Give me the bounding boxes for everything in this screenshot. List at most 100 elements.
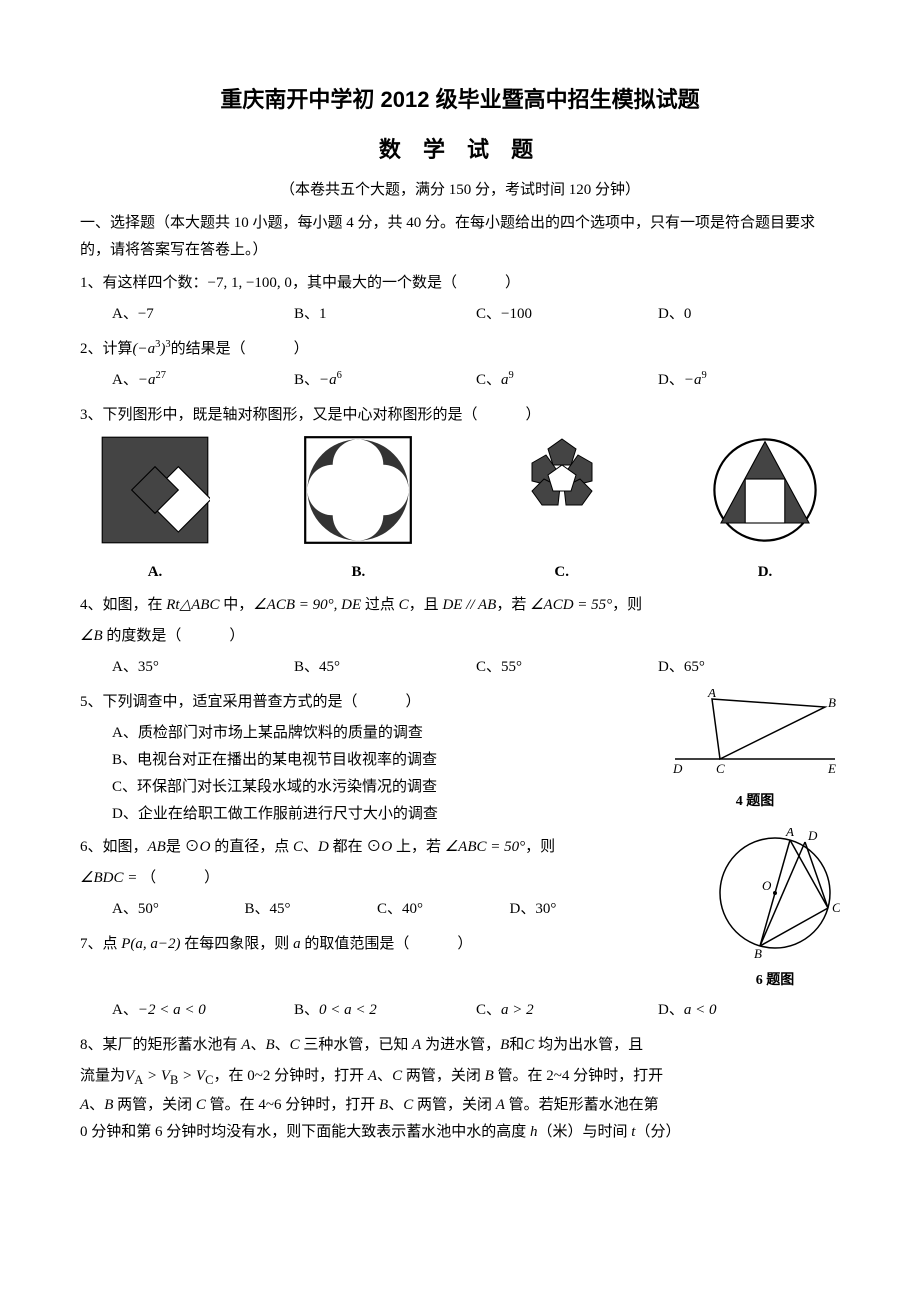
- q8-1c: 、: [250, 1037, 265, 1053]
- q6-e: 的直径，点: [210, 839, 293, 855]
- q2-opt-a: A、−a27: [112, 367, 294, 394]
- q4-opt-d: D、65°: [658, 654, 840, 681]
- q8-3a: A: [80, 1097, 89, 1113]
- q8-3b: 、: [89, 1097, 104, 1113]
- q7-b: P(a, a−2): [121, 936, 180, 952]
- q8-4c: （米）与时间: [538, 1124, 632, 1140]
- q6-d: O: [200, 839, 211, 855]
- q4-a: 4、如图，在: [80, 597, 166, 613]
- svg-text:D: D: [807, 828, 818, 843]
- q3-label-b: B.: [283, 559, 433, 586]
- q8-4e: （分）: [635, 1124, 680, 1140]
- q4-l2b: 的度数是（: [103, 628, 182, 644]
- q6-opt-a: A、50°: [112, 896, 245, 923]
- q7-a: 7、点: [80, 936, 121, 952]
- q1-numbers: −7, 1, −100, 0: [208, 275, 292, 291]
- q3-figures: A. B. C.: [80, 435, 840, 586]
- q4-e: 过点: [361, 597, 399, 613]
- q3-stem: 3、下列图形中，既是轴对称图形，又是中心对称图形的是（: [80, 407, 478, 423]
- q8-1a: 8、某厂的矩形蓄水池有: [80, 1037, 241, 1053]
- q8-2d: A: [368, 1068, 377, 1084]
- q4-opt-a: A、35°: [112, 654, 294, 681]
- q6-options: A、50° B、45° C、40° D、30°: [112, 896, 642, 923]
- q6-g: 、: [303, 839, 318, 855]
- q3-fig-b: B.: [283, 435, 433, 586]
- q3-label-d: D.: [690, 559, 840, 586]
- q7-c: 在每四象限，则: [181, 936, 294, 952]
- q4-h: DE // AB: [442, 597, 496, 613]
- q8-3k: A: [496, 1097, 505, 1113]
- q6-k: 上，若: [392, 839, 445, 855]
- q6-f: C: [293, 839, 303, 855]
- q8-2f: C: [392, 1068, 402, 1084]
- q8-1m: 均为出水管，且: [534, 1037, 643, 1053]
- q2-opt-d: D、−a9: [658, 367, 840, 394]
- q8-3h: 、: [388, 1097, 403, 1113]
- q3-fig-c: C.: [487, 435, 637, 586]
- q3-label-c: C.: [487, 559, 637, 586]
- q1-stem-d: ）: [505, 275, 520, 291]
- q8-1h: A: [412, 1037, 421, 1053]
- q6-figure: A D C B O 6 题图: [710, 828, 840, 993]
- question-2: 2、计算(−a3)3的结果是（）: [80, 336, 840, 363]
- q7-opt-b: B、0 < a < 2: [294, 997, 476, 1024]
- q8-line3: A、B 两管，关闭 C 管。在 4~6 分钟时，打开 B、C 两管，关闭 A 管…: [80, 1092, 840, 1119]
- q8-2c: ，在 0~2 分钟时，打开: [214, 1068, 368, 1084]
- q2-opt-c: C、a9: [476, 367, 658, 394]
- q8-line4: 0 分钟和第 6 分钟时均没有水，则下面能大致表示蓄水池中水的高度 h（米）与时…: [80, 1119, 840, 1146]
- q7-options: A、−2 < a < 0 B、0 < a < 2 C、a > 2 D、a < 0: [112, 997, 840, 1024]
- q6-a: 6、如图，: [80, 839, 148, 855]
- svg-text:C: C: [716, 761, 725, 776]
- q4-d: ∠ACB = 90°, DE: [253, 597, 361, 613]
- q6-l2a: ∠BDC =: [80, 870, 141, 886]
- q1-opt-c: C、−100: [476, 301, 658, 328]
- q8-2g: 两管，关闭: [402, 1068, 485, 1084]
- q8-1f: C: [290, 1037, 300, 1053]
- svg-text:B: B: [754, 946, 762, 958]
- q8-2e: 、: [377, 1068, 392, 1084]
- q6-l: ∠ABC = 50°: [445, 839, 525, 855]
- q1-stem-c: ，其中最大的一个数是（: [292, 275, 457, 291]
- question-8: 8、某厂的矩形蓄水池有 A、B、C 三种水管，已知 A 为进水管，B和C 均为出…: [80, 1032, 840, 1059]
- q2-stem-c: 的结果是（: [171, 341, 246, 357]
- q7-opt-a: A、−2 < a < 0: [112, 997, 294, 1024]
- q6-b: AB: [148, 839, 166, 855]
- question-3: 3、下列图形中，既是轴对称图形，又是中心对称图形的是（）: [80, 402, 840, 429]
- q6-l2b: （: [141, 870, 156, 886]
- q8-3d: 两管，关闭: [113, 1097, 196, 1113]
- q8-3g: B: [379, 1097, 388, 1113]
- q4-k: ，则: [612, 597, 642, 613]
- q4-f: C: [399, 597, 409, 613]
- q8-3j: 两管，关闭: [413, 1097, 496, 1113]
- q8-1j: B: [500, 1037, 509, 1053]
- q3-fig-d: D.: [690, 435, 840, 586]
- q6-opt-c: C、40°: [377, 896, 510, 923]
- main-title: 重庆南开中学初 2012 级毕业暨高中招生模拟试题: [80, 80, 840, 120]
- q1-opt-b: B、1: [294, 301, 476, 328]
- q4-l2a: ∠B: [80, 628, 103, 644]
- svg-text:O: O: [762, 878, 772, 893]
- q2-options: A、−a27 B、−a6 C、a9 D、−a9: [112, 367, 840, 394]
- q2-opt-b: B、−a6: [294, 367, 476, 394]
- q6-h: D: [318, 839, 329, 855]
- q4-options: A、35° B、45° C、55° D、65°: [112, 654, 840, 681]
- q4-figcap: 4 题图: [670, 789, 840, 814]
- q4-g: ，且: [409, 597, 443, 613]
- svg-text:A: A: [707, 689, 716, 700]
- q8-1k: 和: [509, 1037, 524, 1053]
- q7-opt-d: D、a < 0: [658, 997, 840, 1024]
- q3-label-a: A.: [80, 559, 230, 586]
- q2-expr: (−a3)3: [133, 341, 171, 357]
- q8-3l: 管。若矩形蓄水池在第: [505, 1097, 659, 1113]
- q6-c: 是 ⊙: [166, 839, 200, 855]
- q8-2a: 流量为: [80, 1068, 125, 1084]
- q8-3i: C: [403, 1097, 413, 1113]
- q8-1e: 、: [275, 1037, 290, 1053]
- q8-4a: 0 分钟和第 6 分钟时均没有水，则下面能大致表示蓄水池中水的高度: [80, 1124, 530, 1140]
- svg-text:D: D: [672, 761, 683, 776]
- svg-text:B: B: [828, 695, 836, 710]
- svg-text:C: C: [832, 900, 840, 915]
- q3-fig-a: A.: [80, 435, 230, 586]
- q8-2i: 管。在 2~4 分钟时，打开: [494, 1068, 663, 1084]
- q6-l2c: ）: [204, 870, 219, 886]
